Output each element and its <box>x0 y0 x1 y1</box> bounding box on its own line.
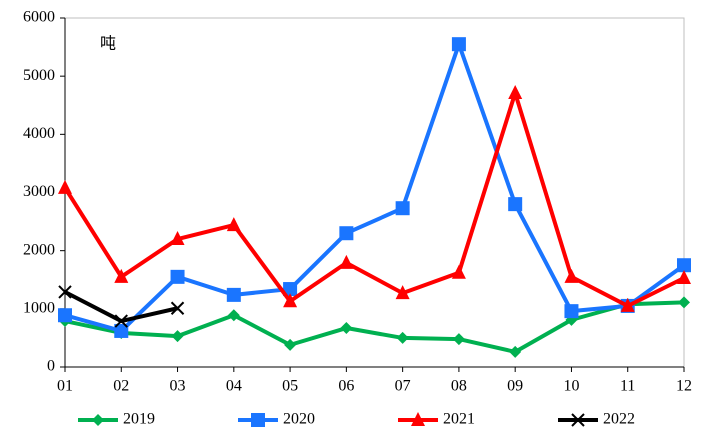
legend-item: 2021 <box>398 411 475 428</box>
marker <box>451 264 466 279</box>
marker <box>92 414 104 426</box>
y-tick-label: 4000 <box>23 125 55 142</box>
x-tick-label: 01 <box>57 378 73 395</box>
marker <box>227 309 240 322</box>
y-tick-label: 5000 <box>23 67 55 84</box>
marker <box>170 301 185 315</box>
marker <box>58 285 72 299</box>
x-tick-label: 05 <box>282 378 298 395</box>
marker <box>564 304 579 319</box>
x-tick-label: 11 <box>620 378 635 395</box>
legend-label: 2022 <box>603 411 635 428</box>
legend-label: 2021 <box>443 411 475 428</box>
marker <box>339 226 354 241</box>
y-tick-label: 2000 <box>23 241 55 258</box>
legend-item: 2022 <box>558 411 635 428</box>
marker <box>114 268 129 283</box>
marker <box>411 412 425 426</box>
marker <box>114 314 128 328</box>
marker <box>58 308 72 323</box>
marker <box>58 179 72 194</box>
y-tick-label: 6000 <box>23 9 55 26</box>
series-line <box>64 290 178 324</box>
unit-annotation: 吨 <box>100 35 116 53</box>
y-tick-label: 1000 <box>23 300 55 317</box>
marker <box>564 268 579 283</box>
marker <box>171 330 184 343</box>
y-tick-label: 0 <box>47 358 55 375</box>
marker <box>170 231 185 246</box>
marker <box>396 331 409 344</box>
x-tick-label: 12 <box>676 378 692 395</box>
marker <box>170 269 185 284</box>
marker <box>226 217 241 232</box>
legend-label: 2019 <box>123 411 155 428</box>
marker <box>340 322 353 335</box>
marker <box>678 296 690 309</box>
marker <box>509 345 522 358</box>
marker <box>620 297 635 312</box>
x-tick-label: 06 <box>338 378 354 395</box>
marker <box>677 270 691 285</box>
x-tick-label: 02 <box>113 378 129 395</box>
legend-item: 2019 <box>78 411 155 428</box>
marker <box>395 201 410 216</box>
x-tick-label: 09 <box>507 378 523 395</box>
marker <box>114 323 129 338</box>
marker <box>226 287 241 302</box>
marker <box>284 338 297 351</box>
x-tick-label: 08 <box>451 378 467 395</box>
marker <box>571 413 585 427</box>
x-tick-label: 07 <box>395 378 411 395</box>
marker <box>395 285 410 300</box>
marker <box>283 293 298 308</box>
x-tick-label: 03 <box>170 378 186 395</box>
marker <box>452 333 465 346</box>
legend-item: 2020 <box>238 411 315 428</box>
marker <box>339 254 354 269</box>
marker <box>508 85 523 100</box>
marker <box>251 413 265 427</box>
legend-label: 2020 <box>283 411 315 428</box>
x-tick-label: 04 <box>226 378 242 395</box>
marker <box>677 258 691 273</box>
y-tick-label: 3000 <box>23 183 55 200</box>
x-tick-label: 10 <box>563 378 579 395</box>
marker <box>283 282 298 297</box>
marker <box>451 37 466 52</box>
series-line <box>63 91 685 308</box>
marker <box>508 197 523 212</box>
series-line <box>64 300 685 354</box>
series-line <box>64 42 686 333</box>
